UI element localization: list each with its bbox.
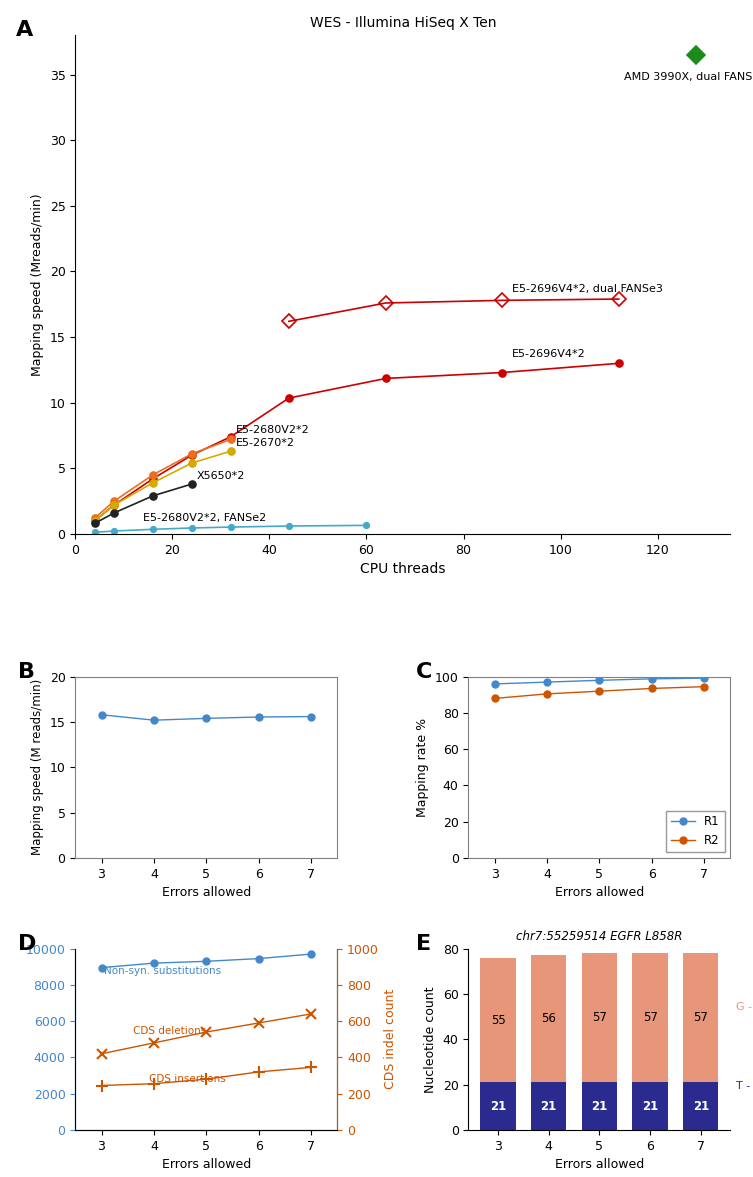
Text: E5-2680V2*2: E5-2680V2*2 — [236, 425, 309, 434]
Y-axis label: Mapping speed (M reads/min): Mapping speed (M reads/min) — [31, 679, 44, 856]
Text: 56: 56 — [541, 1012, 556, 1025]
Bar — [480, 958, 516, 1083]
R1 — [648, 672, 657, 686]
Text: 21: 21 — [490, 1099, 506, 1112]
Text: 55: 55 — [491, 1013, 505, 1026]
R2 — [490, 691, 499, 705]
Text: Non-syn. substitutions: Non-syn. substitutions — [104, 966, 221, 976]
Text: E5-2696V4*2, dual FANSe3: E5-2696V4*2, dual FANSe3 — [512, 284, 663, 294]
Text: E5-2696V4*2: E5-2696V4*2 — [512, 350, 586, 359]
R2 — [542, 687, 551, 701]
Y-axis label: CDS indel count: CDS indel count — [385, 989, 398, 1090]
Text: CDS deletions: CDS deletions — [133, 1026, 206, 1036]
R1 — [595, 673, 604, 687]
Y-axis label: Mapping speed (Mreads/min): Mapping speed (Mreads/min) — [31, 193, 44, 375]
Title: WES - Illumina HiSeq X Ten: WES - Illumina HiSeq X Ten — [309, 16, 496, 29]
Text: 21: 21 — [693, 1099, 709, 1112]
Text: G - L858R mutation: G - L858R mutation — [736, 1002, 753, 1012]
Bar — [633, 1083, 668, 1130]
R2 — [595, 684, 604, 698]
Bar — [633, 953, 668, 1083]
Text: C: C — [416, 663, 432, 683]
Text: E5-2670*2: E5-2670*2 — [236, 438, 294, 448]
Bar — [480, 1083, 516, 1130]
Text: A: A — [17, 20, 34, 40]
Text: B: B — [17, 663, 35, 683]
Bar — [531, 1083, 566, 1130]
Y-axis label: Nucleotide count: Nucleotide count — [424, 986, 437, 1092]
Text: 21: 21 — [642, 1099, 658, 1112]
Text: 57: 57 — [694, 1011, 708, 1024]
Text: E5-2680V2*2, FANSe2: E5-2680V2*2, FANSe2 — [143, 513, 267, 523]
X-axis label: Errors allowed: Errors allowed — [555, 1158, 644, 1171]
Text: 57: 57 — [642, 1011, 657, 1024]
Line: R2: R2 — [491, 683, 708, 701]
X-axis label: Errors allowed: Errors allowed — [162, 886, 251, 899]
Legend: R1, R2: R1, R2 — [666, 811, 724, 852]
R2 — [700, 679, 709, 693]
Text: 21: 21 — [591, 1099, 608, 1112]
Y-axis label: Mapping rate %: Mapping rate % — [416, 718, 429, 817]
Text: E: E — [416, 935, 431, 955]
X-axis label: Errors allowed: Errors allowed — [162, 1158, 251, 1171]
R1 — [490, 677, 499, 691]
X-axis label: CPU threads: CPU threads — [360, 563, 446, 577]
R1 — [542, 676, 551, 690]
Text: 57: 57 — [592, 1011, 607, 1024]
Line: R1: R1 — [491, 674, 708, 687]
Text: AMD 3990X, dual FANSe3: AMD 3990X, dual FANSe3 — [623, 72, 753, 82]
Title: chr7:55259514 EGFR L858R: chr7:55259514 EGFR L858R — [517, 930, 682, 943]
R2 — [648, 681, 657, 696]
Text: T - normal: T - normal — [736, 1082, 753, 1091]
Bar — [581, 1083, 617, 1130]
Text: CDS insertions: CDS insertions — [148, 1073, 225, 1084]
X-axis label: Errors allowed: Errors allowed — [555, 886, 644, 899]
Bar — [581, 953, 617, 1083]
Bar — [683, 953, 718, 1083]
Bar — [531, 956, 566, 1083]
Text: X5650*2: X5650*2 — [197, 472, 245, 481]
R1 — [700, 671, 709, 685]
Text: 21: 21 — [541, 1099, 556, 1112]
Text: D: D — [17, 935, 36, 955]
Bar — [683, 1083, 718, 1130]
